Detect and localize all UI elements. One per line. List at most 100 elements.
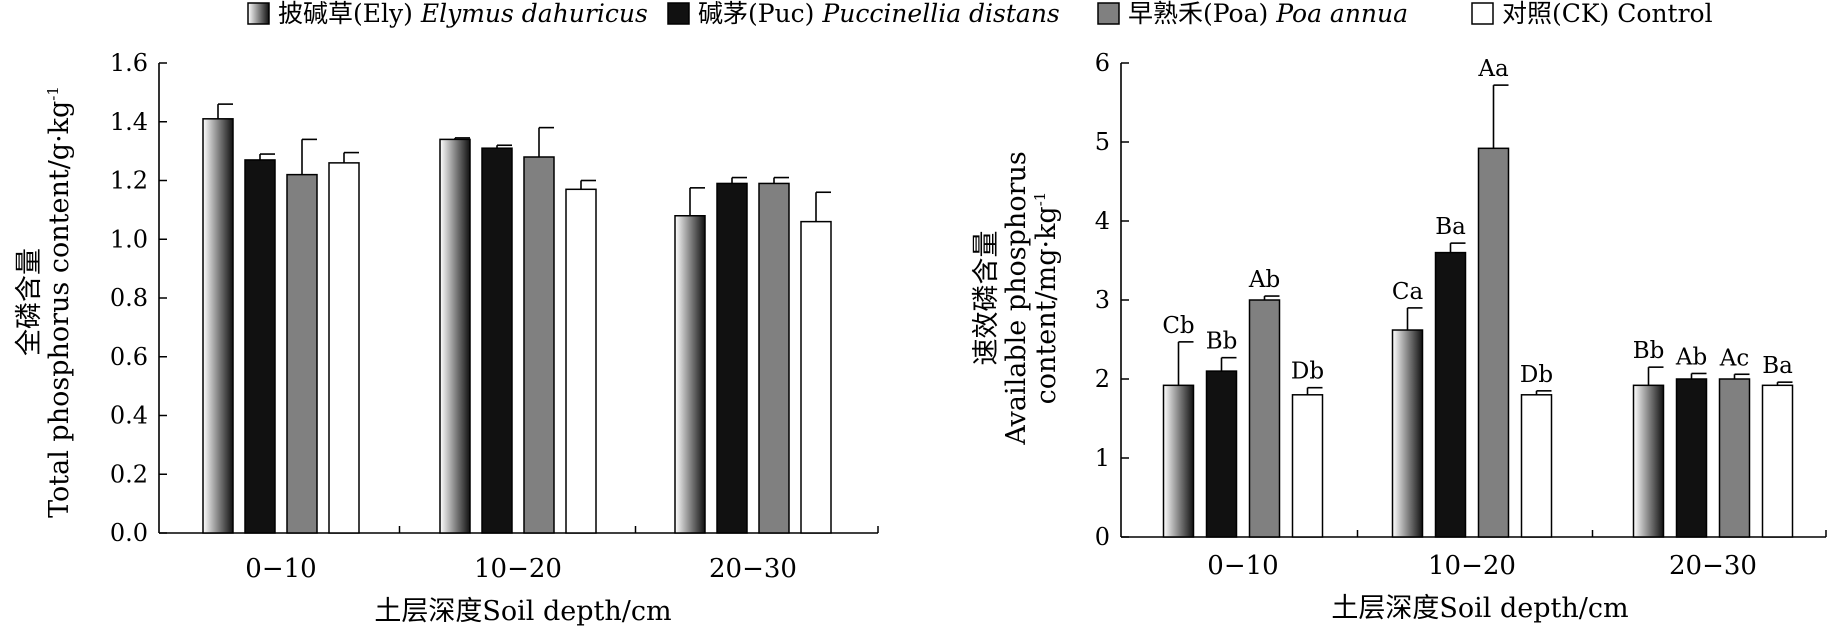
legend-label: 早熟禾(Poa) Poa annua [1128, 0, 1408, 28]
bar [565, 188, 597, 534]
legend-swatch [1097, 2, 1120, 25]
legend-item: 碱茅(Puc) Puccinellia distans [667, 0, 1060, 28]
y-tick-label: 1.6 [110, 49, 148, 77]
significance-label: Aa [1477, 56, 1509, 82]
bar [1718, 378, 1751, 538]
x-tick-label: 0−10 [245, 554, 316, 584]
bar [716, 182, 748, 534]
bar [1291, 394, 1324, 538]
significance-label: Ba [1762, 353, 1793, 379]
legend-label-cn: 早熟禾(Poa) [1128, 0, 1276, 28]
series [286, 126, 790, 534]
y-tick-label: 0.0 [110, 519, 148, 547]
y-axis-title-en-line2: content/mg·kg-1 [1031, 192, 1062, 405]
legend-label-cn: 碱茅(Puc) [698, 0, 822, 28]
x-tick-label: 20−30 [709, 554, 797, 584]
y-axis-title-cn: 全磷含量 [14, 248, 45, 356]
significance-label: Ba [1435, 214, 1466, 240]
y-axis-title-en-text: Total phosphorus content/g·kg [44, 101, 75, 518]
legend-label-cn: 披碱草(Ely) [278, 0, 421, 28]
legend-label: 碱茅(Puc) Puccinellia distans [698, 0, 1060, 28]
significance-label: Db [1291, 359, 1324, 385]
legend-item: 早熟禾(Poa) Poa annua [1097, 0, 1408, 28]
bar [1162, 384, 1195, 538]
significance-label: Ab [1675, 344, 1707, 370]
y-tick-label: 4 [1095, 207, 1110, 235]
y-tick-label: 1.4 [110, 108, 148, 136]
x-tick-label: 10−20 [474, 554, 562, 584]
significance-label: Ca [1392, 279, 1424, 305]
legend-swatch [667, 2, 690, 25]
y-axis-title-superscript: -1 [44, 86, 62, 101]
y-axis-title-en-line1: Available phosphorus [1001, 151, 1032, 445]
series [202, 103, 706, 534]
y-tick-label: 6 [1095, 49, 1110, 77]
available-phosphorus-chart: 速效磷含量 Available phosphorus content/mg·kg… [971, 49, 1827, 624]
series: Cb Ca Bb [1162, 279, 1665, 538]
y-tick-label: 5 [1095, 128, 1110, 156]
bar [1477, 147, 1510, 538]
y-tick-label: 0.2 [110, 460, 148, 488]
legend-label-sci: Poa annua [1275, 0, 1408, 28]
bar [758, 182, 790, 534]
significance-label: Ac [1719, 345, 1750, 371]
y-axis-title-superscript: -1 [1031, 192, 1049, 207]
bar [328, 162, 360, 534]
bar [439, 138, 471, 534]
significance-label: Db [1520, 362, 1553, 388]
bar [1632, 384, 1665, 538]
x-axis-title: 土层深度Soil depth/cm [374, 596, 671, 627]
bar [1248, 299, 1281, 538]
bar [674, 215, 706, 534]
legend-item: 披碱草(Ely) Elymus dahuricus [247, 0, 648, 28]
series: Ab Aa Ac [1248, 56, 1751, 538]
bar [1205, 370, 1238, 538]
bar [1434, 251, 1467, 538]
y-axis-title-en: Total phosphorus content/g·kg-1 [44, 86, 75, 518]
y-axis-title: 速效磷含量 Available phosphorus content/mg·kg… [971, 151, 1062, 445]
total-phosphorus-chart: 全磷含量 Total phosphorus content/g·kg-1 土层深… [14, 49, 879, 627]
legend-label-cn: 对照(CK) [1502, 0, 1617, 28]
y-tick-label: 1 [1095, 444, 1110, 472]
legend-label-sci: Control [1617, 0, 1712, 28]
y-axis-title-en2-text: content/mg·kg [1031, 206, 1062, 404]
bar [1520, 394, 1553, 538]
bar [481, 147, 513, 534]
y-tick-label: 0 [1095, 523, 1110, 551]
y-tick-label: 3 [1095, 286, 1110, 314]
x-tick-label: 10−20 [1428, 551, 1516, 581]
legend-swatch [247, 2, 270, 25]
series [244, 144, 748, 534]
bar [286, 173, 318, 534]
legend-swatch [1471, 2, 1494, 25]
legend-label-sci: Elymus dahuricus [420, 0, 648, 28]
y-axis-title: 全磷含量 Total phosphorus content/g·kg-1 [14, 86, 75, 518]
bar [1675, 378, 1708, 538]
y-tick-label: 0.6 [110, 343, 148, 371]
bar [244, 159, 276, 534]
legend-label-sci: Puccinellia distans [821, 0, 1059, 28]
y-tick-label: 0.4 [110, 402, 148, 430]
legend-item: 对照(CK) Control [1471, 0, 1713, 28]
x-tick-label: 0−10 [1207, 551, 1278, 581]
series [328, 151, 832, 534]
significance-label: Bb [1633, 338, 1665, 364]
bar [800, 220, 832, 534]
significance-label: Bb [1206, 329, 1238, 355]
y-axis-title-cn: 速效磷含量 [971, 231, 1002, 366]
significance-label: Cb [1162, 313, 1194, 339]
y-tick-label: 2 [1095, 365, 1110, 393]
x-tick-label: 20−30 [1669, 551, 1757, 581]
bar [1761, 384, 1794, 538]
legend-label: 对照(CK) Control [1502, 0, 1713, 28]
y-tick-label: 1.2 [110, 167, 148, 195]
bar [1391, 329, 1424, 538]
y-tick-label: 0.8 [110, 284, 148, 312]
series: Bb Ba Ab [1205, 214, 1708, 538]
significance-label: Ab [1248, 267, 1280, 293]
bar [523, 156, 555, 534]
legend-label: 披碱草(Ely) Elymus dahuricus [278, 0, 648, 28]
bar [202, 118, 234, 534]
